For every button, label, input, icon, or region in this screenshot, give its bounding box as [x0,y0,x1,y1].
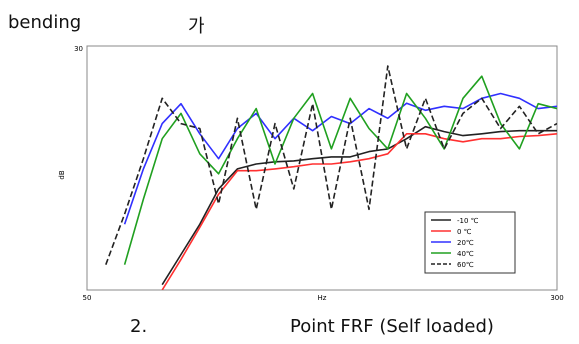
series-line [123,92,557,225]
series-line [161,133,557,290]
x-tick-label: 50 [83,294,92,302]
plot-area [105,65,557,290]
y-tick-label: 30 [74,45,83,53]
caption-text: Point FRF (Self loaded) [290,316,494,337]
plot-frame [86,45,558,291]
legend-label: 20℃ [457,239,474,247]
series-line [123,75,557,265]
legend-label: -10 ℃ [457,217,479,225]
header-korean: 가 [188,16,205,37]
legend-label: 0 ℃ [457,228,472,236]
legend-label: 40℃ [457,250,474,258]
legend-label: 60℃ [457,261,474,269]
chart: 30 50 300 Hz dB -10 ℃ 0 ℃ 20℃ 40℃ 60℃ [58,45,564,302]
header-text: bending [8,12,82,33]
x-axis-label: Hz [318,294,327,302]
series-line [105,65,557,265]
y-axis-label: dB [58,170,66,179]
caption-number: 2. [130,316,148,337]
x-tick-label: 300 [550,294,563,302]
series-line [161,125,557,286]
